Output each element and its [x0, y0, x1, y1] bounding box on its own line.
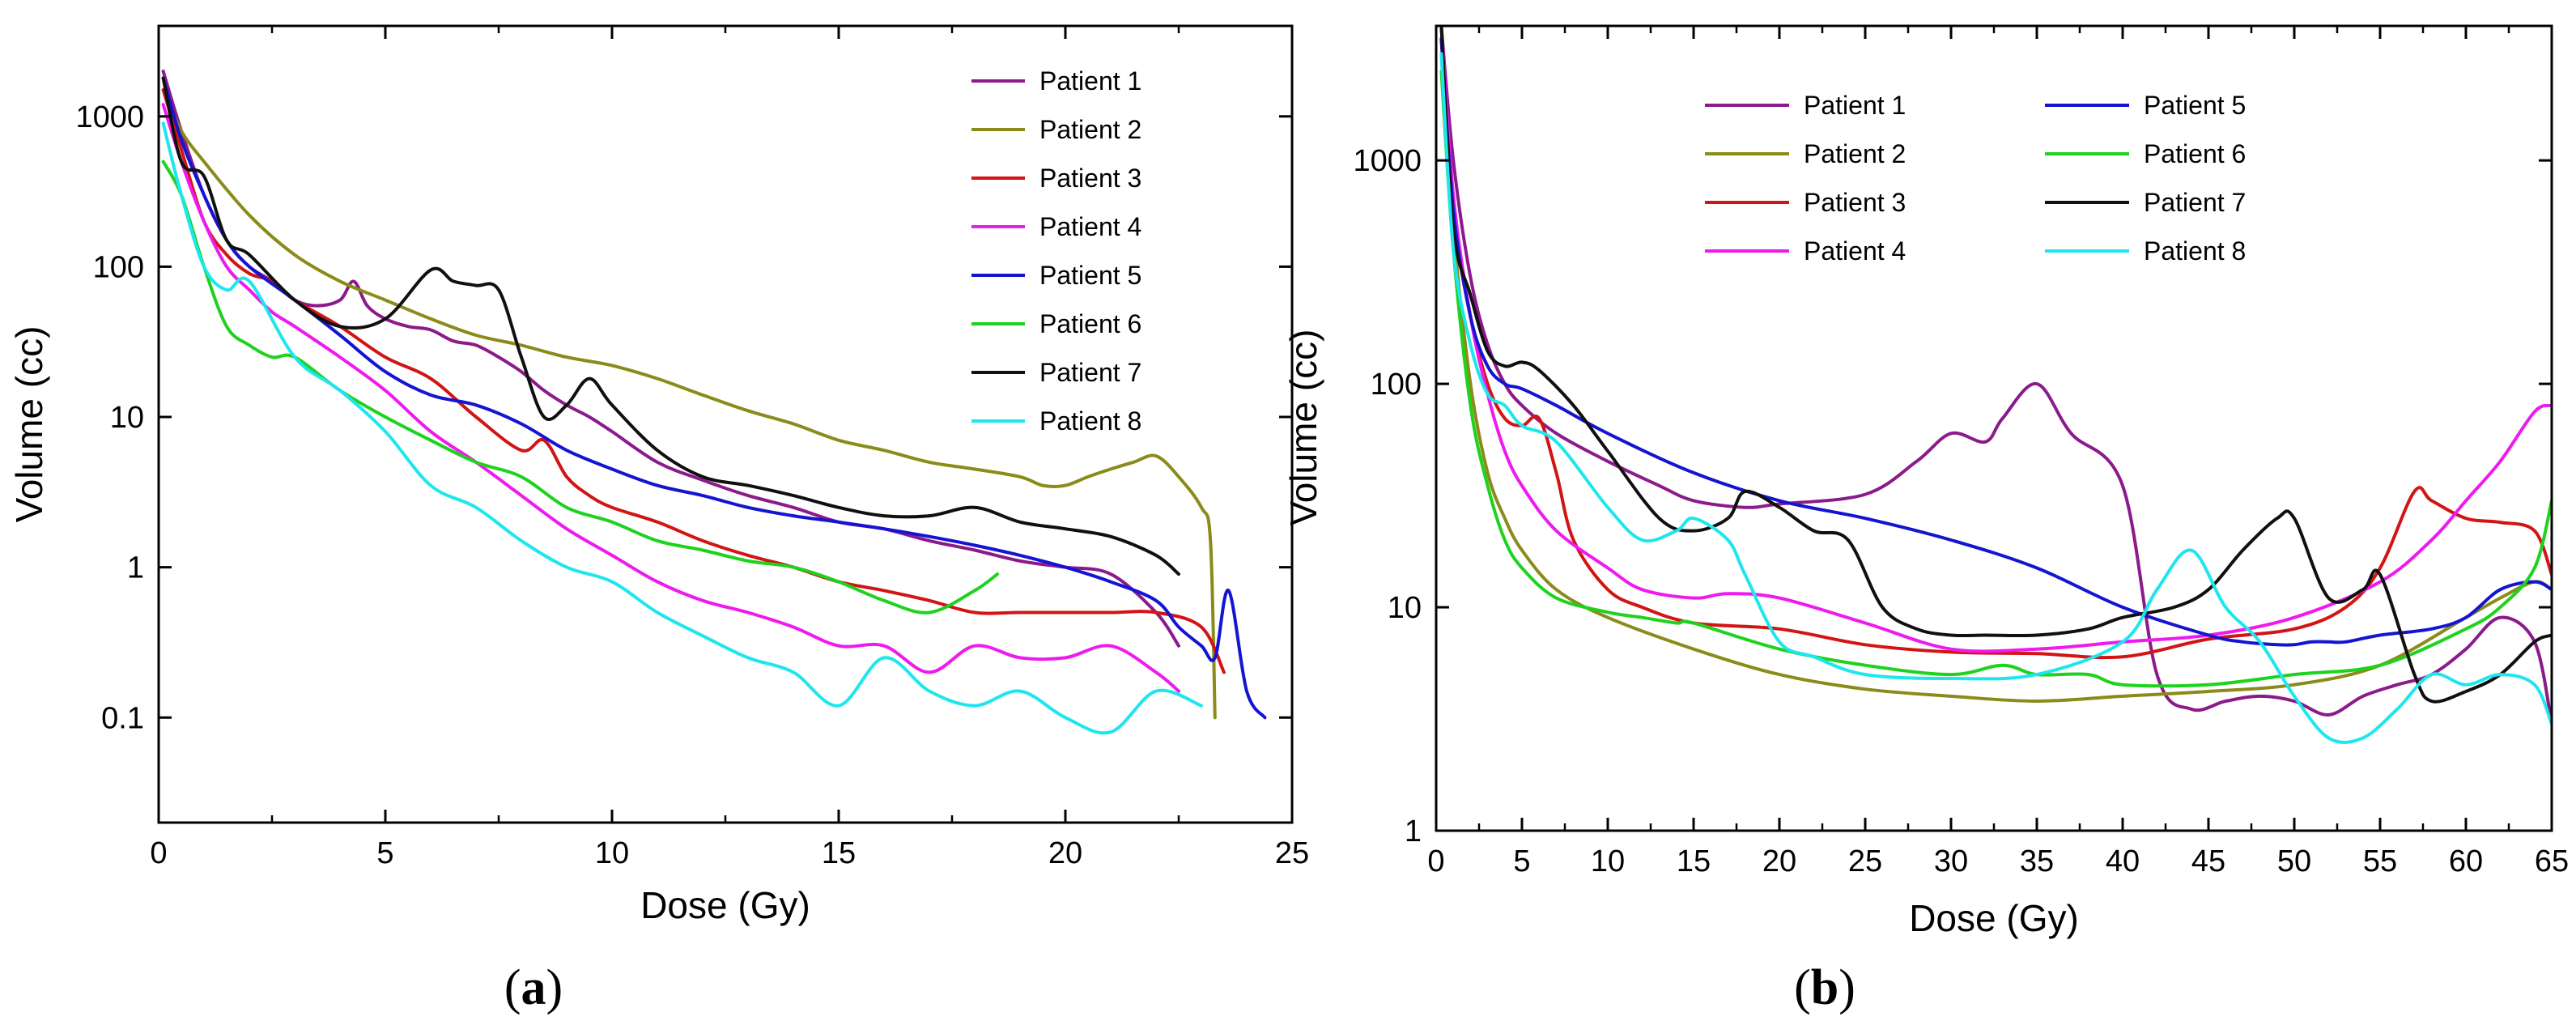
series-line-patient-1	[1439, 26, 2552, 726]
x-tick-label: 10	[1591, 844, 1625, 878]
legend-label-patient-8: Patient 8	[1039, 406, 1141, 436]
legend-label-patient-8: Patient 8	[2144, 236, 2246, 266]
legend-label-patient-3: Patient 3	[1804, 188, 1906, 217]
y-tick-label: 10	[1388, 591, 1422, 625]
x-tick-label: 0	[150, 836, 167, 870]
x-tick-label: 55	[2363, 844, 2397, 878]
legend-b: Patient 1 Patient 2 Patient 3 Patient 4 Pati…	[1705, 91, 2246, 266]
series-line-patient-2	[161, 88, 1217, 720]
legend-label-patient-2: Patient 2	[1804, 139, 1906, 168]
panel-letter-a: a	[521, 960, 546, 1015]
x-tick-label: 20	[1762, 844, 1796, 878]
y-tick-label: 1000	[1353, 144, 1422, 178]
x-tick-label: 60	[2449, 844, 2483, 878]
series-line-patient-4	[161, 103, 1180, 693]
x-tick-label: 65	[2535, 844, 2569, 878]
x-axis-title-b: Dose (Gy)	[1909, 897, 2079, 939]
y-axis-title-a: Volume (cc)	[8, 326, 50, 523]
x-tick-label: 15	[1677, 844, 1711, 878]
legend-label-patient-6: Patient 6	[2144, 139, 2246, 168]
ticks-b: 0 5 10 15 20 25 30 35 40 45 50 55 60 65 1 10 100 1000	[1353, 26, 2569, 878]
x-tick-label: 50	[2277, 844, 2311, 878]
panel-label-a: (a)	[504, 960, 563, 1015]
plot-area-a	[159, 26, 1292, 823]
series-lines-b	[1439, 26, 2552, 744]
y-tick-label: 10	[110, 401, 144, 435]
series-line-patient-6	[161, 159, 999, 615]
y-tick-label: 0.1	[101, 701, 144, 735]
legend-label-patient-7: Patient 7	[2144, 188, 2246, 217]
legend-a: Patient 1 Patient 2 Patient 3 Patient 4 Pati…	[971, 66, 1141, 436]
panel-letter-b: b	[1811, 960, 1838, 1015]
x-tick-label: 25	[1275, 836, 1309, 870]
y-tick-label: 100	[1371, 368, 1422, 402]
x-tick-label: 0	[1427, 844, 1444, 878]
x-tick-label: 45	[2191, 844, 2225, 878]
legend-label-patient-1: Patient 1	[1039, 66, 1141, 96]
x-tick-label: 25	[1848, 844, 1882, 878]
chart-panel-a: 0 5 10 15 20 25 0.1 1 10 100 1000 Dose (Gy) Volume…	[8, 24, 1309, 1015]
legend-label-patient-2: Patient 2	[1039, 115, 1141, 144]
x-axis-title-a: Dose (Gy)	[640, 884, 810, 926]
legend-label-patient-6: Patient 6	[1039, 309, 1141, 338]
x-tick-label: 15	[822, 836, 856, 870]
y-tick-label: 1	[127, 551, 144, 585]
y-tick-label: 1	[1405, 814, 1422, 848]
x-tick-label: 35	[2020, 844, 2054, 878]
x-tick-label: 30	[1934, 844, 1968, 878]
y-axis-title-b: Volume (cc)	[1282, 330, 1324, 526]
x-tick-label: 20	[1048, 836, 1082, 870]
legend-label-patient-1: Patient 1	[1804, 91, 1906, 120]
series-line-patient-8	[161, 121, 1203, 735]
chart-panel-b: 0 5 10 15 20 25 30 35 40 45 50 55 60 65 1 10 100 1000 Dos…	[1282, 24, 2569, 1015]
x-tick-label: 10	[595, 836, 629, 870]
ticks-a: 0 5 10 15 20 25 0.1 1 10 100 1000	[75, 26, 1309, 870]
series-line-patient-4	[1439, 26, 2552, 653]
legend-label-patient-4: Patient 4	[1804, 236, 1906, 266]
y-tick-label: 1000	[75, 100, 144, 134]
panel-label-b: (b)	[1794, 960, 1855, 1015]
series-line-patient-6	[1439, 70, 2552, 688]
legend-label-patient-5: Patient 5	[1039, 261, 1141, 290]
series-line-patient-8	[1439, 52, 2552, 744]
legend-label-patient-7: Patient 7	[1039, 358, 1141, 387]
series-line-patient-7	[1439, 26, 2552, 704]
x-tick-label: 40	[2106, 844, 2140, 878]
y-tick-label: 100	[93, 250, 144, 284]
legend-label-patient-3: Patient 3	[1039, 164, 1141, 193]
series-line-patient-3	[1439, 37, 2552, 660]
x-tick-label: 5	[376, 836, 393, 870]
legend-label-patient-5: Patient 5	[2144, 91, 2246, 120]
legend-label-patient-4: Patient 4	[1039, 212, 1141, 241]
x-tick-label: 5	[1513, 844, 1530, 878]
series-line-patient-7	[161, 76, 1180, 576]
series-lines-a	[161, 69, 1267, 735]
series-line-patient-5	[1439, 37, 2552, 647]
plot-area-b	[1436, 26, 2552, 831]
